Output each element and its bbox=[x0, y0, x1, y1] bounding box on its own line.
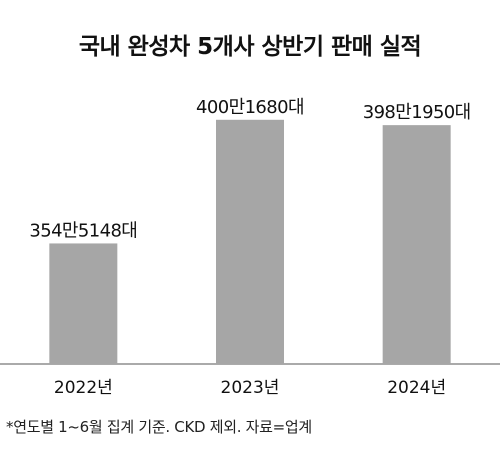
x-tick-label-0: 2022년 bbox=[54, 378, 113, 398]
chart-title: 국내 완성차 5개사 상반기 판매 실적 bbox=[78, 34, 422, 60]
bar-2 bbox=[382, 125, 451, 364]
footnote: *연도별 1~6월 집계 기준. CKD 제외. 자료=업계 bbox=[6, 418, 312, 436]
x-tick-label-1: 2023년 bbox=[221, 378, 280, 398]
bar-value-label-0: 354만5148대 bbox=[29, 220, 137, 241]
bar-0 bbox=[49, 243, 118, 364]
x-tick-label-2: 2024년 bbox=[387, 378, 446, 398]
x-tick-labels-group: 2022년 2023년 2024년 bbox=[54, 378, 446, 398]
bar-value-label-1: 400만1680대 bbox=[196, 97, 304, 118]
value-labels-group: 354만5148대 400만1680대 398만1950대 bbox=[29, 97, 471, 242]
bar-value-label-2: 398만1950대 bbox=[363, 102, 471, 123]
bars-group bbox=[49, 119, 451, 364]
bar-1 bbox=[216, 119, 284, 364]
